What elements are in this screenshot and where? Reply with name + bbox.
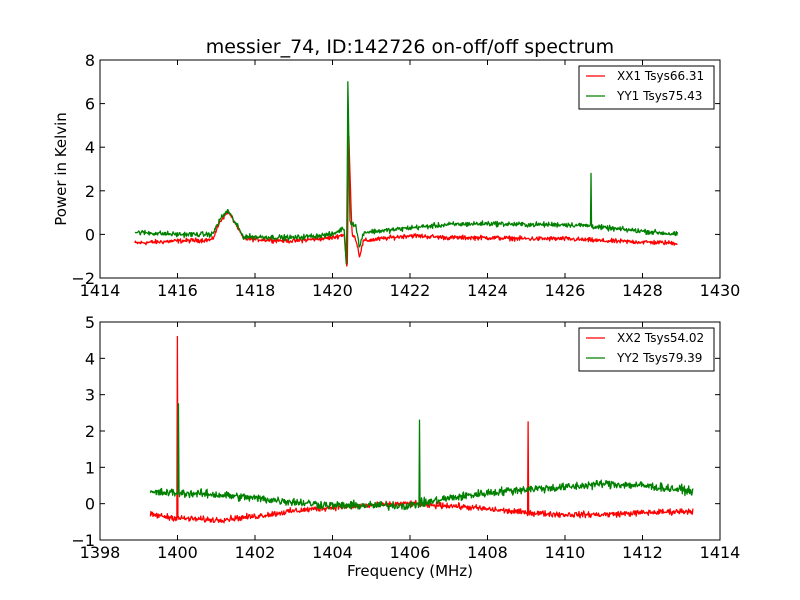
- legend-box-bottom: [578, 327, 715, 372]
- x-tick-label: 1410: [545, 543, 586, 562]
- x-tick-label: 1408: [467, 543, 508, 562]
- legend-top: XX1 Tsys66.31 YY1 Tsys75.43: [578, 65, 715, 110]
- y-tick-label: 5: [85, 313, 95, 332]
- legend-label-xx1: XX1 Tsys66.31: [617, 69, 704, 83]
- x-tick-label: 1414: [700, 543, 741, 562]
- x-tick-label: 1426: [545, 281, 586, 300]
- y-tick-label: 6: [85, 95, 95, 114]
- x-tick-label: 1398: [80, 543, 121, 562]
- y-tick-label: 0: [85, 495, 95, 514]
- subplot-top: 1414 1416 1418 1420 1422 1424 1426 1428 1430 −2 0 2…: [52, 51, 740, 300]
- x-tick-label: 1412: [622, 543, 663, 562]
- y-tick-label: 2: [85, 182, 95, 201]
- chart-title: messier_74, ID:142726 on-off/off spectru…: [206, 36, 614, 58]
- plot-area-top: [134, 81, 679, 267]
- x-tick-label: 1418: [235, 281, 276, 300]
- legend-bottom: XX2 Tsys54.02 YY2 Tsys79.39: [578, 327, 715, 372]
- y-tick-label: 2: [85, 422, 95, 441]
- x-tick-label: 1422: [390, 281, 431, 300]
- plot-area-bottom: [149, 335, 694, 524]
- y-axis-label-top: Power in Kelvin: [52, 112, 70, 226]
- x-tick-label: 1404: [312, 543, 353, 562]
- x-tick-label: 1416: [157, 281, 198, 300]
- legend-label-yy1: YY1 Tsys75.43: [616, 89, 702, 103]
- legend-box-top: [578, 65, 715, 110]
- x-tick-label: 1414: [80, 281, 121, 300]
- series-line-yy2: [149, 403, 694, 511]
- x-tick-label: 1406: [390, 543, 431, 562]
- y-tick-label: 8: [85, 51, 95, 70]
- y-tick-label: 0: [85, 225, 95, 244]
- y-tick-label: 3: [85, 386, 95, 405]
- subplot-bottom: 1398 1400 1402 1404 1406 1408 1410 1412 1414 −1 0 1…: [71, 313, 740, 580]
- series-line-xx2: [149, 335, 694, 524]
- y-tick-label: 1: [85, 458, 95, 477]
- x-tick-label: 1428: [622, 281, 663, 300]
- legend-label-yy2: YY2 Tsys79.39: [616, 351, 702, 365]
- y-tick-label: 4: [85, 138, 95, 157]
- x-tick-label: 1420: [312, 281, 353, 300]
- x-tick-label: 1424: [467, 281, 508, 300]
- x-tick-label: 1402: [235, 543, 276, 562]
- x-tick-label: 1400: [157, 543, 198, 562]
- ticks-bottom: 1398 1400 1402 1404 1406 1408 1410 1412 1414 −1 0 1…: [71, 313, 740, 562]
- legend-label-xx2: XX2 Tsys54.02: [617, 331, 704, 345]
- series-line-xx1: [134, 135, 678, 267]
- y-tick-label: −1: [71, 531, 95, 550]
- x-tick-label: 1430: [700, 281, 741, 300]
- y-tick-label: −2: [71, 269, 95, 288]
- ticks-top: 1414 1416 1418 1420 1422 1424 1426 1428 1430 −2 0 2…: [71, 51, 740, 300]
- y-tick-label: 4: [85, 349, 95, 368]
- x-axis-label-bottom: Frequency (MHz): [347, 562, 473, 580]
- series-line-yy1: [134, 81, 679, 265]
